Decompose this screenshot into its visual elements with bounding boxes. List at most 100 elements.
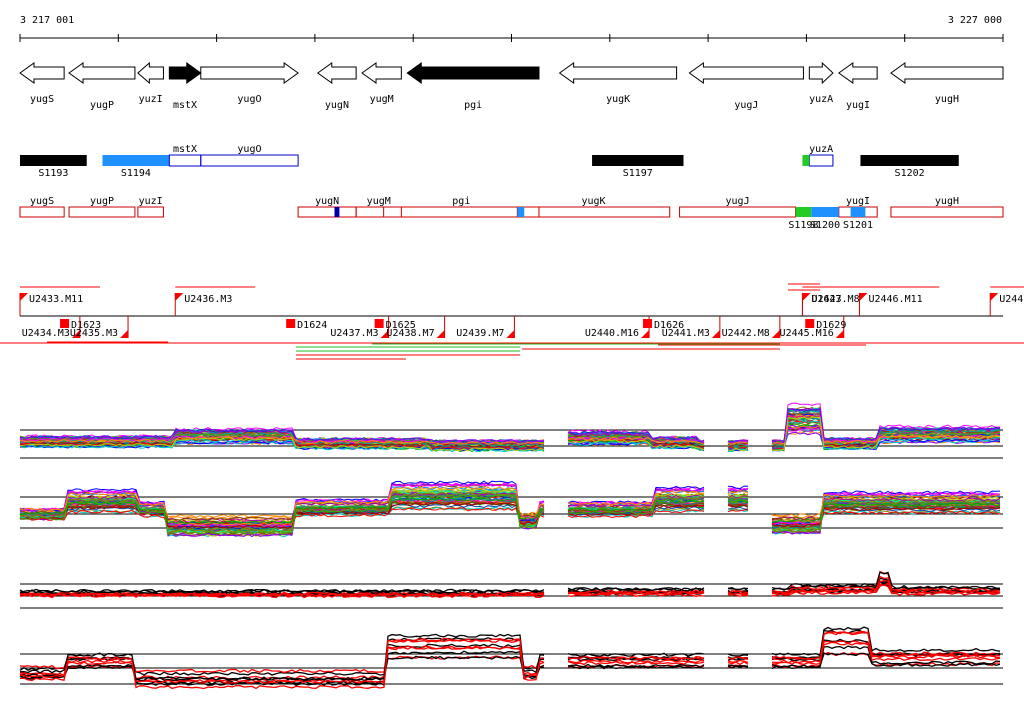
segment-gene-label: yugO [237,144,261,155]
gene-arrow [200,62,299,84]
terminator-label: D1626 [654,320,684,331]
profile-line [19,416,1001,452]
transcript-marker [811,207,839,217]
terminator-label: D1625 [386,320,416,331]
profile-line [19,579,1001,598]
transcript-label: yugN [315,196,339,207]
segment-block [592,155,684,166]
terminator-block [805,319,815,328]
segment-label: S1197 [623,168,653,179]
profile-line [19,507,1001,527]
gene-label: yugS [30,94,54,105]
profile-line [19,407,1001,445]
profile-line [19,500,1001,520]
transcript-box [137,206,164,218]
gene-arrow [890,62,1004,84]
transcript-box [516,206,671,218]
coord-start-label: 3 217 001 [20,15,74,26]
promoter-flag-up [802,293,811,301]
profile-line [19,483,1001,528]
gene-label: yugM [370,94,394,105]
profile-line [19,420,1001,453]
gene-arrow [137,61,164,85]
gene-arrow [558,62,678,84]
transcript-marker-label: S1201 [843,220,873,231]
promoter-label-up: D1627 [811,294,841,305]
profile-line [19,407,1001,443]
segment-gene-box [808,154,834,167]
profile-line [19,630,1001,683]
transcript-label: yugJ [726,196,750,207]
transcript-label: pgi [452,196,470,207]
transcript-label: yugP [90,196,114,207]
gene-arrow [168,62,202,84]
segment-gene-box [168,154,202,167]
profile-line [19,651,1001,680]
transcript-box [297,206,357,218]
gene-label: mstX [173,100,197,111]
segment-gene-label: yuzA [809,144,833,155]
gene-arrow [68,62,136,84]
transcript-marker [334,207,340,217]
promoter-label-down: U2434.M3 [22,328,70,339]
transcript-box [355,206,402,218]
promoter-label-up: U2433.M11 [29,294,83,305]
profile-line [20,491,1001,532]
segment-label: S1202 [895,168,925,179]
promoter-flag-down [436,330,445,338]
profile-line [20,498,1000,532]
terminator-label: D1629 [816,320,846,331]
promoter-label-up: U2436.M3 [184,294,232,305]
segment-label: S1194 [121,168,151,179]
profile-line [19,486,1000,526]
gene-label: yugI [846,100,870,111]
promoter-label-down: U2441.M3 [662,328,710,339]
transcript-box [679,206,797,218]
promoter-label-up: U2446.M11 [868,294,922,305]
transcript-label: yugI [846,196,870,207]
transcript-marker-label: S1198 [788,220,818,231]
transcript-box [68,206,136,218]
segment-track: S1193 S1194 S1197 S1202 mstX yugO yuzA [20,144,959,179]
promoter-flag-up [859,293,868,301]
gene-label: yugO [237,94,261,105]
gene-label: pgi [464,100,482,111]
gene-label: yugK [606,94,630,105]
profile-line [19,626,1001,681]
segment-gene-label: mstX [173,144,197,155]
promoter-flag-up [20,293,28,301]
profile-line [19,408,1001,444]
transcript-track: yugS yugP yuzI yugN yugM pgi yugK yugJ yugI yugH S… [19,196,1004,231]
gene-arrow [406,62,540,84]
gene-label: yugH [935,94,959,105]
terminator-block [643,319,653,328]
gene-label: yugP [90,100,114,111]
promoter-flag-down [835,330,844,338]
expression-profile-tracks [19,402,1003,690]
promoter-flag-down [506,330,515,338]
promoter-label-down: U2437.M3 [330,328,378,339]
profile-line [19,494,1001,535]
transcript-box [890,206,1004,218]
terminator-label: D1624 [297,320,327,331]
segment-block [860,155,959,166]
coord-end-label: 3 227 000 [948,15,1002,26]
profile-line [19,640,1001,684]
segment-label: S1193 [38,168,68,179]
terminator-label: D1623 [71,320,101,331]
profile-line [19,571,1001,594]
transcript-label: yugS [30,196,54,207]
promoter-label-up: U2447 [999,294,1024,305]
ruler-ticks [19,34,1004,42]
promoter-flag-up [990,293,999,301]
transcript-marker [795,207,812,217]
promoter-label-down: U2442.M8 [722,328,770,339]
profile-line [19,501,1001,529]
profile-line [19,424,1001,446]
transcript-box [383,206,540,218]
terminator-block [374,319,384,328]
promoter-flag-down [380,330,389,338]
